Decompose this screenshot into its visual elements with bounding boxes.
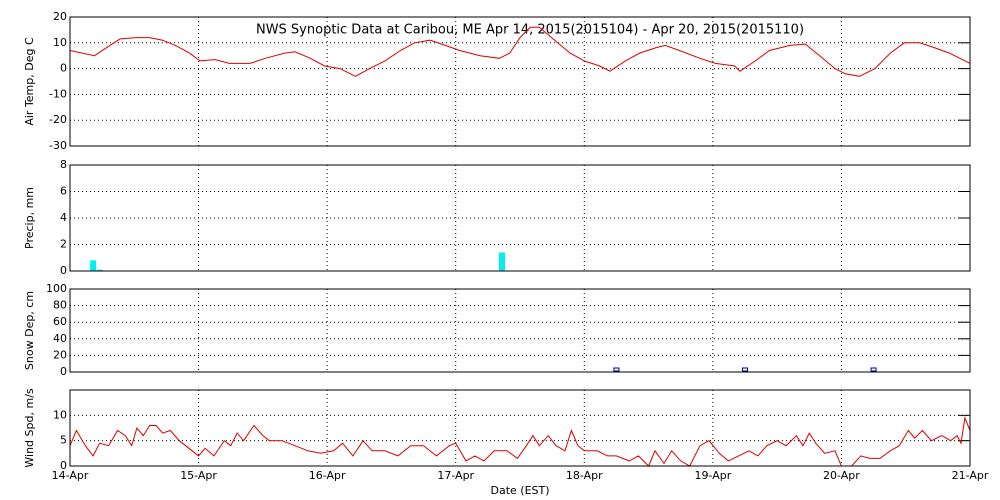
plot-frame xyxy=(69,164,971,272)
y-tick-label: 100 xyxy=(46,282,67,295)
y-tick-label: -10 xyxy=(49,87,67,100)
y-tick-label: 8 xyxy=(60,158,67,171)
y-tick-label: 80 xyxy=(53,299,67,312)
y-tick-label: 20 xyxy=(53,348,67,361)
y-tick-label: 0 xyxy=(60,365,67,378)
x-tick-label: 20-Apr xyxy=(823,469,860,482)
y-tick-label: 5 xyxy=(60,434,67,447)
y-tick-label: 20 xyxy=(53,10,67,23)
y-tick-label: 0 xyxy=(60,459,67,472)
y-tick-label: 0 xyxy=(60,264,67,277)
y-tick-label: -20 xyxy=(49,113,67,126)
y-axis-label: Wind Spd, m/s xyxy=(23,388,36,468)
plot-frame xyxy=(69,288,971,373)
y-axis-label: Snow Dep, cm xyxy=(23,291,36,370)
x-tick-label: 21-Apr xyxy=(952,469,989,482)
point xyxy=(742,367,748,372)
y-axis-label: Precip, mm xyxy=(23,187,36,249)
y-tick-label: 10 xyxy=(53,408,67,421)
y-axis-label: Air Temp, Deg C xyxy=(23,37,36,126)
y-tick-label: 60 xyxy=(53,315,67,328)
y-tick-label: 2 xyxy=(60,238,67,251)
y-tick-label: 6 xyxy=(60,185,67,198)
bar xyxy=(96,269,103,271)
x-tick-label: 17-Apr xyxy=(437,469,474,482)
chart-title: NWS Synoptic Data at Caribou, ME Apr 14,… xyxy=(256,23,804,38)
bar xyxy=(499,252,505,271)
y-tick-label: 4 xyxy=(60,211,67,224)
y-tick-label: 40 xyxy=(53,332,67,345)
point xyxy=(870,367,877,372)
x-tick-label: 16-Apr xyxy=(309,469,346,482)
y-tick-label: 0 xyxy=(60,62,67,75)
x-tick-label: 15-Apr xyxy=(180,469,217,482)
y-tick-label: 10 xyxy=(53,36,67,49)
x-tick-label: 14-Apr xyxy=(52,469,89,482)
line-series xyxy=(69,416,971,467)
y-tick-label: -30 xyxy=(49,139,67,152)
plot-frame xyxy=(69,16,971,147)
line-series xyxy=(69,26,971,77)
bar xyxy=(90,260,97,271)
x-tick-label: 18-Apr xyxy=(566,469,603,482)
x-tick-label: 19-Apr xyxy=(694,469,731,482)
point xyxy=(613,367,620,372)
x-axis-label: Date (EST) xyxy=(490,484,549,497)
plot-frame xyxy=(69,389,971,467)
